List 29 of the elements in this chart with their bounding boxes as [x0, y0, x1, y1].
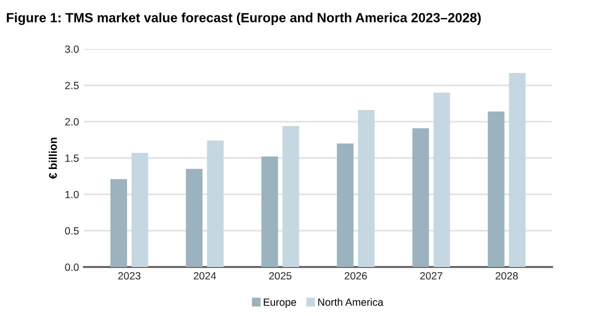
bar [358, 110, 375, 268]
x-tick-label: 2023 [118, 272, 140, 280]
bar [433, 92, 450, 268]
x-tick-label: 2028 [496, 272, 518, 280]
bar [336, 143, 354, 268]
y-axis-title: € billion [48, 138, 57, 179]
x-tick-label: 2025 [269, 272, 292, 280]
chart-title: Figure 1: TMS market value forecast (Europe and North America 2023–2028) [6, 12, 481, 25]
bar [186, 168, 203, 268]
bar [110, 179, 128, 268]
y-tick-label: 2.5 [65, 82, 79, 90]
bar [508, 72, 526, 268]
x-tick-label: 2026 [344, 272, 367, 280]
bar [132, 152, 148, 268]
y-tick-label: 0.0 [65, 264, 79, 271]
x-tick-label: 2027 [420, 272, 442, 280]
bar [207, 140, 224, 268]
bar [261, 156, 278, 268]
bar [282, 126, 300, 268]
y-tick-label: 3.0 [65, 45, 79, 53]
y-tick-label: 2.0 [65, 118, 79, 126]
legend-label: Europe [264, 298, 296, 308]
y-tick-label: 0.5 [65, 227, 79, 235]
bar [488, 111, 504, 268]
legend-label: North America [318, 298, 384, 306]
y-tick-label: 1.5 [65, 154, 79, 162]
x-tick-label: 2024 [194, 272, 216, 280]
y-tick-label: 1.0 [65, 190, 79, 198]
bar [412, 128, 429, 268]
